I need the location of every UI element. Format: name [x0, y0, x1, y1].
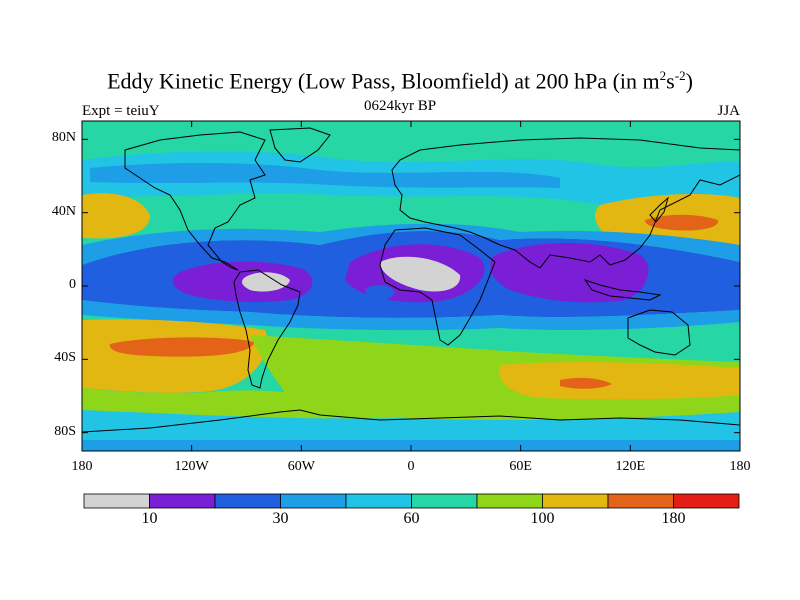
field-south-yellow-east [499, 362, 740, 400]
field-band-north-lightblue [90, 162, 560, 188]
field-south-green-west [82, 388, 330, 420]
colorbar-swatch [214, 493, 281, 509]
y-tick-label: 40S [54, 350, 76, 366]
coast-greenland [269, 127, 331, 163]
colorbar [83, 493, 740, 509]
time-label: 0624kyr BP [363, 98, 437, 114]
y-tick-label: 80N [51, 130, 76, 146]
y-tick-label: 40N [51, 203, 76, 219]
x-tick-label: 60W [287, 459, 315, 474]
x-tick-label: 120W [174, 459, 209, 474]
colorbar-label: 180 [661, 510, 686, 527]
field-grey-africa [380, 256, 461, 292]
field-tropical-lightblue-top [82, 223, 740, 265]
experiment-label: Expt = teiuY [82, 103, 160, 119]
colorbar-swatch [411, 493, 478, 509]
colorbar-swatch [476, 493, 543, 509]
colorbar-label: 10 [141, 510, 158, 527]
coast-africa [379, 227, 496, 346]
coast-europe-asia [391, 137, 740, 269]
colorbar-swatch [542, 493, 609, 509]
field-south-orange-east [560, 377, 612, 389]
x-tick-label: 180 [729, 459, 751, 474]
chart-title: Eddy Kinetic Energy (Low Pass, Bloomfiel… [107, 68, 693, 94]
coast-antarctica [82, 409, 740, 433]
coastlines [82, 127, 740, 433]
colorbar-label: 100 [530, 510, 555, 527]
coast-south-america [233, 269, 301, 389]
field-south-green [250, 335, 740, 421]
colorbar-swatch [83, 493, 150, 509]
colorbar-swatch [673, 493, 740, 509]
field-west-yellow [82, 193, 150, 239]
colorbar-label: 30 [272, 510, 289, 527]
field-tropical-lightblue-bottom [82, 300, 740, 331]
field-grey-west [242, 272, 290, 292]
colorbar-swatch [280, 493, 347, 509]
axis-ticks [81, 121, 741, 451]
x-tick-label: 0 [407, 459, 415, 474]
y-tick-label: 80S [54, 423, 76, 439]
coast-indonesia [583, 279, 662, 301]
colorbar-swatch [345, 493, 412, 509]
coast-japan [649, 196, 669, 223]
field-south-orange [109, 337, 255, 357]
field-npacific-orange [645, 214, 719, 231]
coast-australia [627, 309, 691, 356]
x-tick-label: 120E [615, 459, 646, 474]
coast-north-america [124, 131, 266, 271]
colorbar-swatch [149, 493, 216, 509]
y-tick-label: 0 [69, 277, 76, 292]
x-tick-label: 180 [71, 459, 93, 474]
eke-field [82, 121, 740, 451]
x-tick-label: 60E [509, 459, 532, 474]
season-label: JJA [717, 103, 740, 119]
field-blue-hole [365, 284, 395, 300]
colorbar-label: 60 [403, 510, 420, 527]
colorbar-swatch [607, 493, 674, 509]
